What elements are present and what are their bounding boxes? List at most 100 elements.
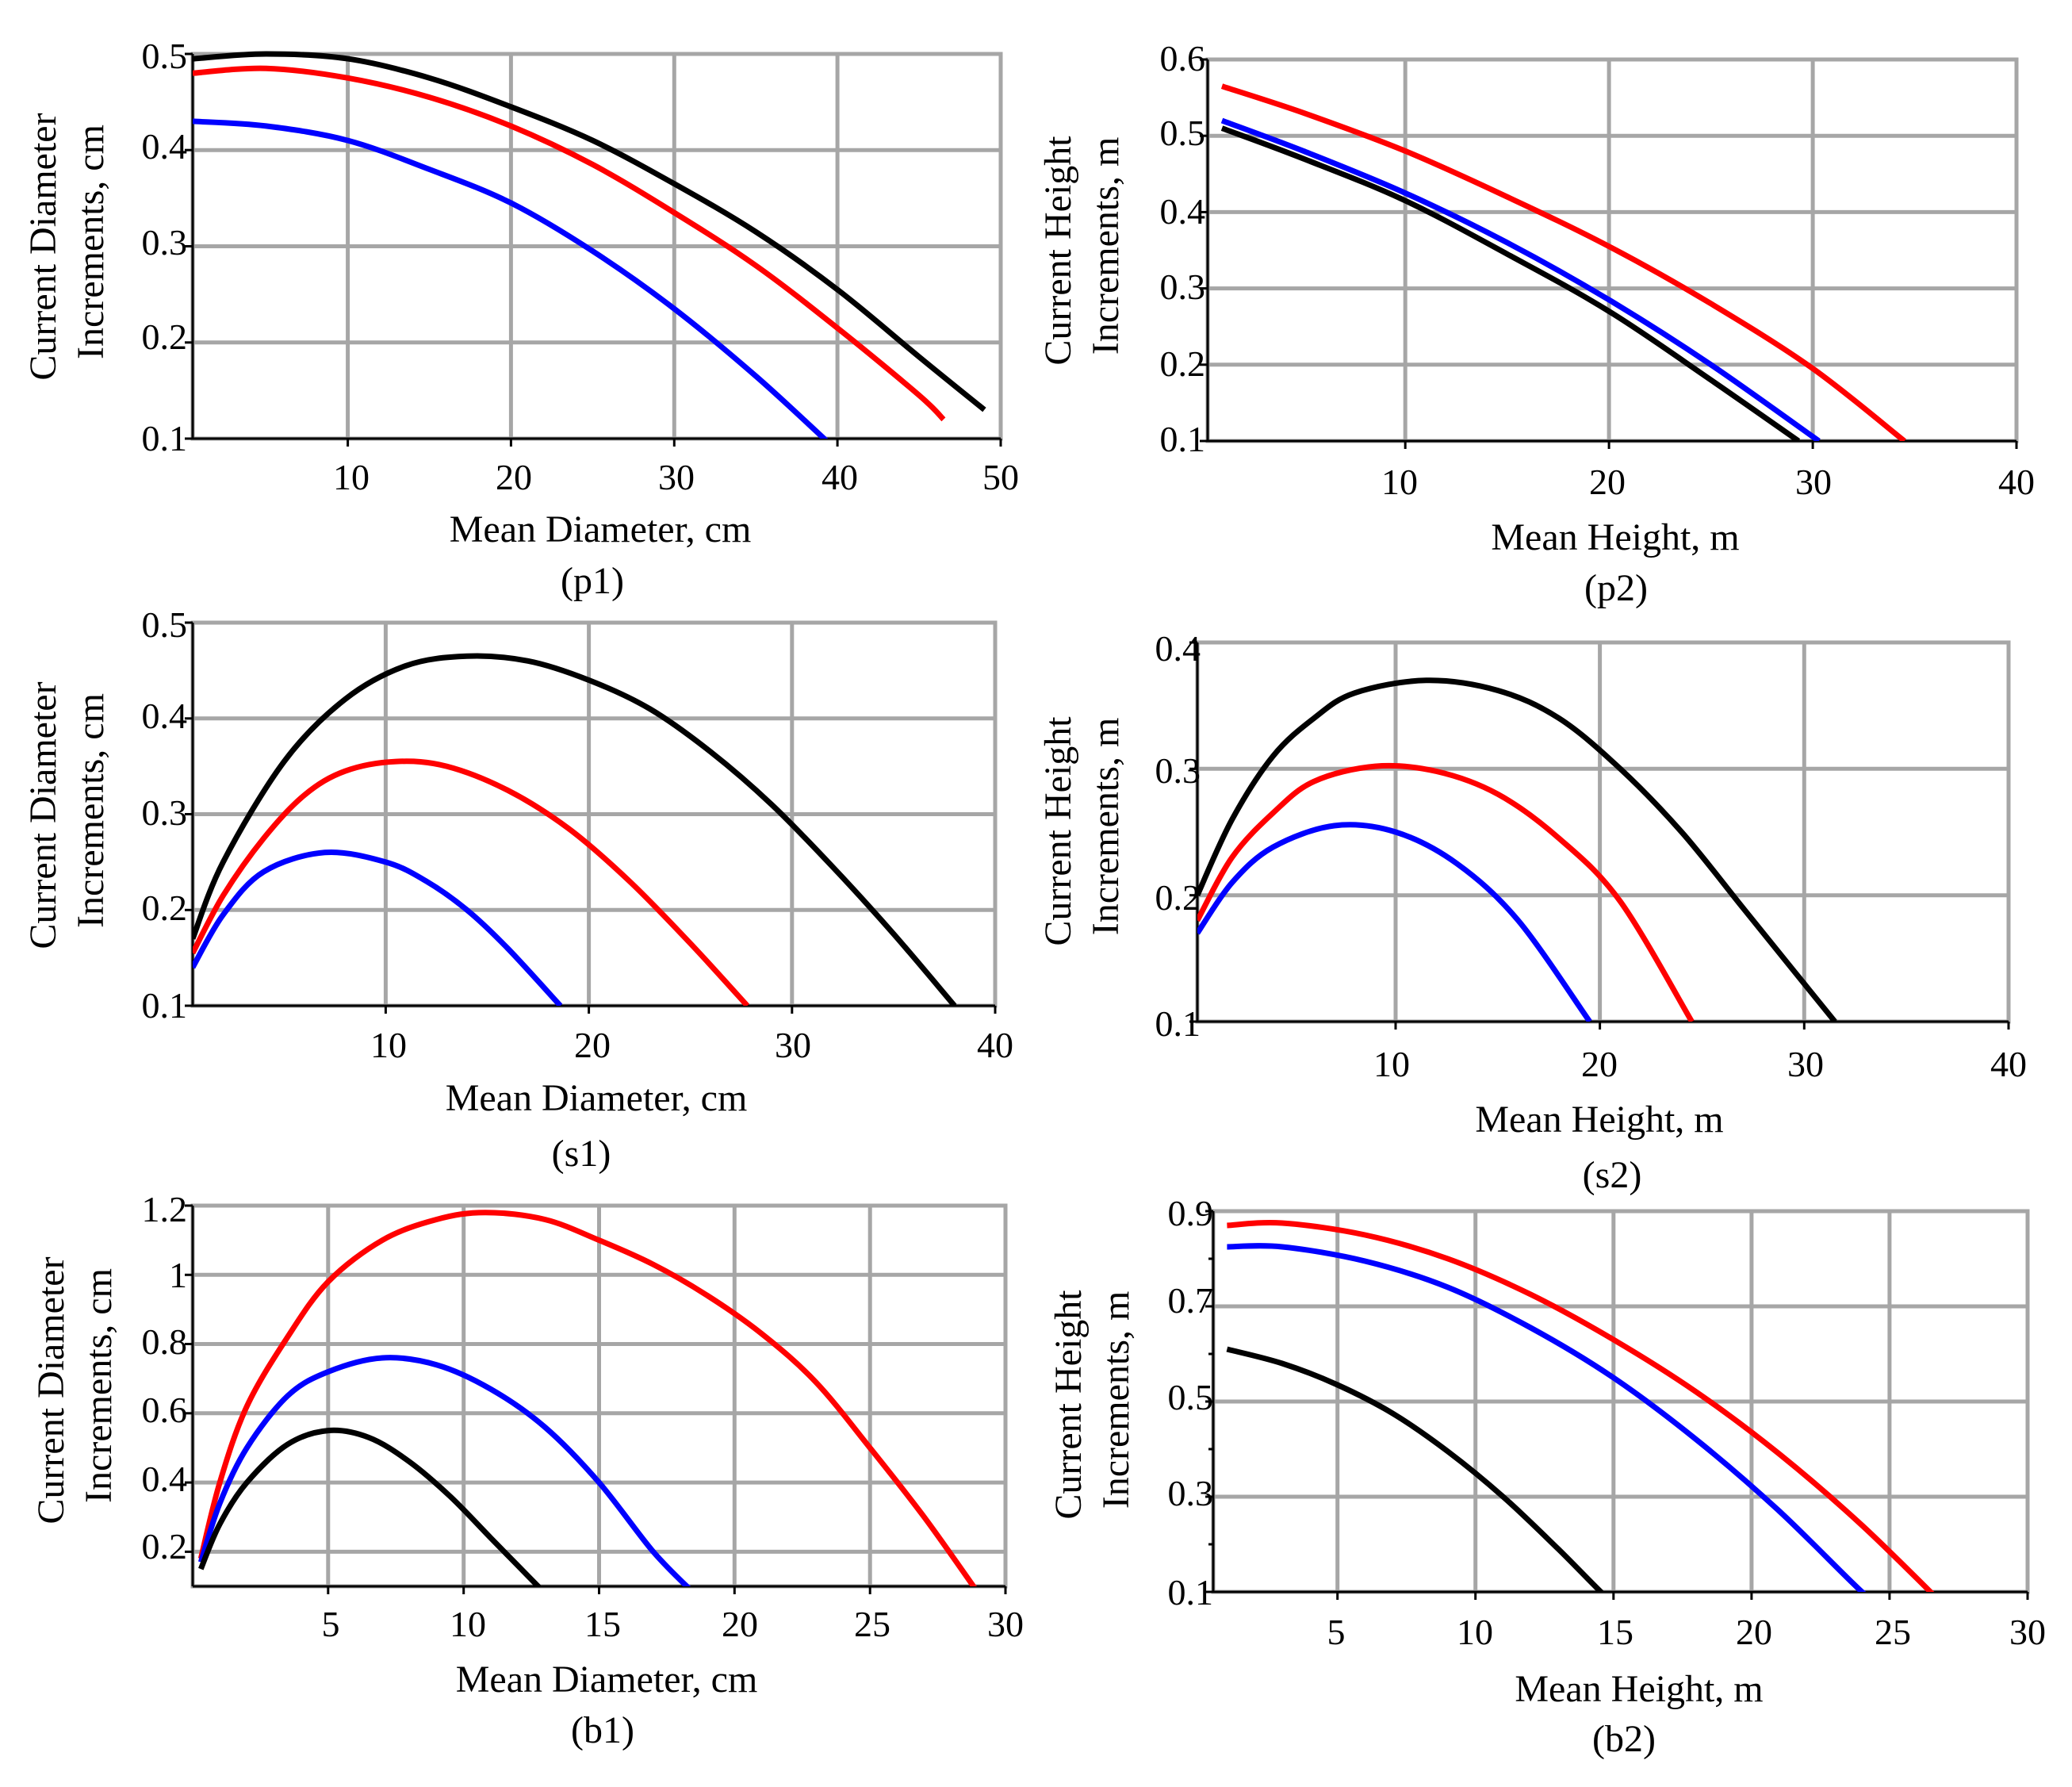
series-line-black xyxy=(1226,1346,1605,1592)
y-axis-label-line: Increments, cm xyxy=(70,693,112,928)
x-axis-label: Mean Diameter, cm xyxy=(446,1077,748,1119)
tick-label: 0.3 xyxy=(1155,750,1201,791)
tick-label: 40 xyxy=(977,1025,1013,1065)
tick-label: 0.1 xyxy=(142,418,188,458)
tick-label: 0.7 xyxy=(1168,1280,1214,1321)
panel-s2: 0.1 0.2 0.3 0.4 10 20 30 40 Mean Height,… xyxy=(1037,628,2027,1196)
tick-label: 40 xyxy=(1998,462,2035,502)
tick-label: 15 xyxy=(584,1604,621,1644)
y-axis-label: Current Diameter Increments, cm xyxy=(22,103,112,380)
y-axis-label-line: Current Height xyxy=(1047,1290,1090,1520)
y-axis-label: Current Height Increments, m xyxy=(1037,126,1127,365)
tick-label: 10 xyxy=(1373,1044,1410,1084)
tick-label: 20 xyxy=(574,1025,611,1065)
y-axis-label-line: Increments, m xyxy=(1085,718,1127,936)
series-line-black xyxy=(193,51,986,412)
tick-label: 0.3 xyxy=(1160,267,1206,307)
panel-caption: (p1) xyxy=(561,560,624,602)
tick-label: 0.3 xyxy=(142,222,188,263)
tick-label: 10 xyxy=(1457,1612,1493,1652)
tick-label: 30 xyxy=(1787,1044,1824,1084)
y-axis-label-line: Increments, cm xyxy=(78,1268,120,1503)
tick-label: 25 xyxy=(854,1604,890,1644)
tick-label: 10 xyxy=(1381,462,1418,502)
series-line-red xyxy=(1197,762,1695,1022)
tick-label: 0.4 xyxy=(1160,191,1206,232)
series-line-blue xyxy=(1220,117,1821,441)
x-axis-label: Mean Height, m xyxy=(1491,516,1739,558)
tick-label: 0.1 xyxy=(1155,1003,1201,1044)
tick-label: 40 xyxy=(1990,1044,2027,1084)
tick-label: 0.5 xyxy=(1168,1377,1214,1417)
tick-label: 0.4 xyxy=(142,126,188,167)
tick-label: 0.6 xyxy=(142,1390,188,1430)
tick-label: 0.4 xyxy=(142,1459,188,1499)
y-axis-label-line: Increments, m xyxy=(1085,137,1127,355)
series-line-blue xyxy=(1227,1243,1867,1592)
tick-label: 0.4 xyxy=(1155,628,1201,669)
tick-label: 0.2 xyxy=(142,316,188,357)
tick-label: 25 xyxy=(1875,1612,1911,1652)
tick-label: 0.9 xyxy=(1168,1193,1214,1233)
series-line-red xyxy=(193,65,946,422)
series-line-blue xyxy=(193,849,563,1006)
tick-label: 20 xyxy=(1589,462,1626,502)
series-line-red xyxy=(1220,83,1906,441)
tick-label: 40 xyxy=(822,457,858,497)
tick-label: 30 xyxy=(2009,1612,2046,1652)
y-axis-label-line: Current Height xyxy=(1037,716,1079,946)
tick-label: 5 xyxy=(322,1604,340,1644)
panel-p2: 0.1 0.2 0.3 0.4 0.5 0.6 10 20 30 40 Mean… xyxy=(1037,38,2035,609)
y-axis-label: Current Diameter Increments, cm xyxy=(30,1247,120,1524)
panel-caption: (s2) xyxy=(1583,1154,1642,1196)
y-axis-label: Current Height Increments, m xyxy=(1037,707,1127,945)
tick-label: 10 xyxy=(450,1604,486,1644)
tick-label: 0.5 xyxy=(142,36,188,76)
tick-label: 1.2 xyxy=(142,1189,188,1229)
tick-label: 0.5 xyxy=(142,604,188,645)
tick-label: 50 xyxy=(982,457,1019,497)
tick-label: 0.3 xyxy=(1168,1473,1214,1513)
tick-label: 0.5 xyxy=(1160,113,1206,153)
series-line-red xyxy=(1227,1220,1935,1592)
panel-caption: (b1) xyxy=(571,1709,634,1751)
y-axis-label-line: Increments, m xyxy=(1095,1291,1137,1509)
tick-label: 20 xyxy=(1581,1044,1618,1084)
panel-caption: (s1) xyxy=(552,1133,611,1175)
tick-label: 0.3 xyxy=(142,792,188,833)
tick-label: 0.2 xyxy=(1160,343,1206,384)
x-axis-label: Mean Diameter, cm xyxy=(450,508,752,550)
y-axis-label: Current Height Increments, m xyxy=(1047,1280,1137,1519)
tick-label: 0.1 xyxy=(1168,1572,1214,1613)
x-axis-label: Mean Height, m xyxy=(1515,1668,1763,1710)
series-line-red xyxy=(193,758,749,1006)
panel-p1: 0.1 0.2 0.3 0.4 0.5 10 20 30 40 50 Mean … xyxy=(22,36,1019,602)
tick-label: 0.4 xyxy=(142,696,188,736)
y-axis-label-line: Current Height xyxy=(1037,136,1079,366)
panel-b2: 0.1 0.3 0.5 0.7 0.9 5 10 15 20 25 30 Mea… xyxy=(1047,1193,2046,1760)
tick-label: 10 xyxy=(370,1025,407,1065)
tick-label: 1 xyxy=(169,1255,187,1295)
tick-label: 10 xyxy=(333,457,370,497)
y-axis-label-line: Increments, cm xyxy=(70,125,112,359)
tick-label: 0.2 xyxy=(142,888,188,928)
y-axis-label-line: Current Diameter xyxy=(22,681,64,949)
tick-label: 30 xyxy=(775,1025,811,1065)
tick-label: 0.1 xyxy=(1160,419,1206,459)
panel-b1: 0.2 0.4 0.6 0.8 1 1.2 5 10 15 20 25 30 M… xyxy=(30,1189,1024,1751)
tick-label: 0.2 xyxy=(1155,877,1201,918)
series-line-black xyxy=(1220,125,1801,441)
tick-label: 20 xyxy=(496,457,532,497)
tick-label: 30 xyxy=(1795,462,1832,502)
series-line-red xyxy=(197,1210,977,1586)
tick-label: 20 xyxy=(722,1604,758,1644)
x-axis-label: Mean Diameter, cm xyxy=(456,1659,758,1701)
y-axis-label-line: Current Diameter xyxy=(30,1256,72,1524)
series-line-blue xyxy=(197,1355,691,1586)
tick-label: 0.8 xyxy=(142,1321,188,1362)
panel-caption: (b2) xyxy=(1592,1718,1656,1760)
tick-label: 0.2 xyxy=(142,1526,188,1567)
panel-s1: 0.1 0.2 0.3 0.4 0.5 10 20 30 40 Mean Dia… xyxy=(22,604,1013,1175)
series-line-black xyxy=(1197,677,1837,1022)
